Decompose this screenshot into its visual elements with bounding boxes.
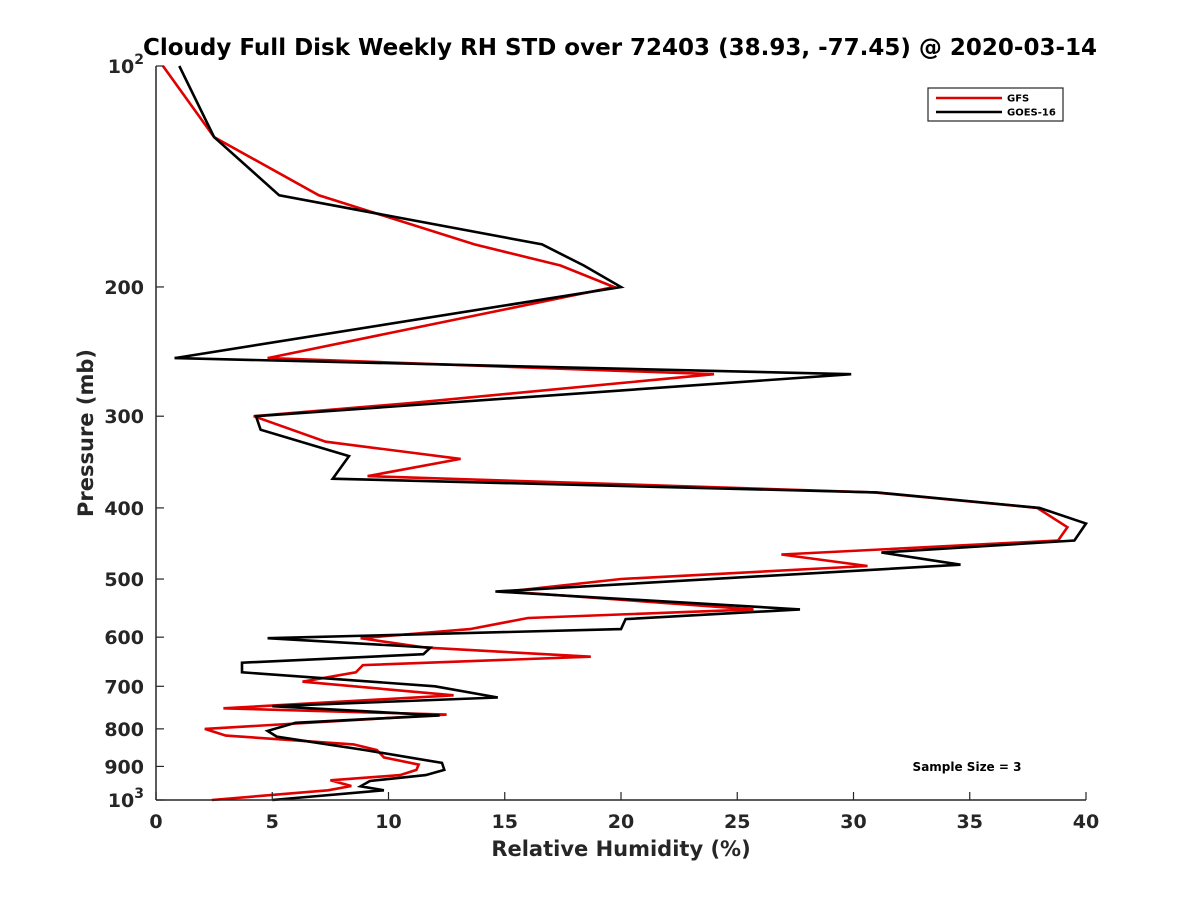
y-axis-ticks: 102 200 300 400 500 600 700 800 900 103	[104, 52, 164, 812]
series-line-goes-16	[174, 65, 1089, 802]
legend-items: GFS GOES-16	[936, 94, 1056, 119]
y-tick-label: 102	[108, 52, 144, 78]
y-tick-label: 900	[104, 756, 144, 778]
y-axis-label: Pressure (mb)	[74, 349, 98, 517]
y-tick-label: 300	[104, 406, 144, 428]
x-axis-label: Relative Humidity (%)	[491, 837, 750, 861]
legend-box	[927, 87, 1064, 122]
legend-label: GOES-16	[1007, 108, 1056, 119]
x-tick-label: 20	[608, 811, 634, 833]
y-tick-label: 103	[108, 786, 144, 812]
series-line-gfs	[161, 65, 1070, 802]
x-tick-label: 0	[149, 811, 162, 833]
x-tick-label: 5	[266, 811, 279, 833]
sample-size-annotation: Sample Size = 3	[913, 760, 1022, 774]
x-axis-ticks: 0 5 10 15 20 25 30 35 40	[149, 792, 1099, 833]
x-tick-label: 40	[1073, 811, 1099, 833]
legend-label: GFS	[1007, 94, 1029, 105]
y-tick-label: 200	[104, 277, 144, 299]
y-tick-label: 600	[104, 627, 144, 649]
y-tick-label: 500	[104, 569, 144, 591]
x-tick-label: 25	[724, 811, 750, 833]
x-tick-label: 10	[375, 811, 401, 833]
series-layer	[161, 65, 1089, 802]
y-tick-label: 400	[104, 498, 144, 520]
y-tick-label: 800	[104, 719, 144, 741]
legend: GFS GOES-16	[927, 87, 1064, 122]
plot-area: 0 5 10 15 20 25 30 35 40 102 200 300 400 500 600 700 80…	[104, 52, 1099, 833]
x-tick-label: 30	[840, 811, 866, 833]
chart-title: Cloudy Full Disk Weekly RH STD over 7240…	[143, 35, 1097, 61]
x-tick-label: 35	[957, 811, 983, 833]
x-tick-label: 15	[492, 811, 518, 833]
y-tick-label: 700	[104, 676, 144, 698]
